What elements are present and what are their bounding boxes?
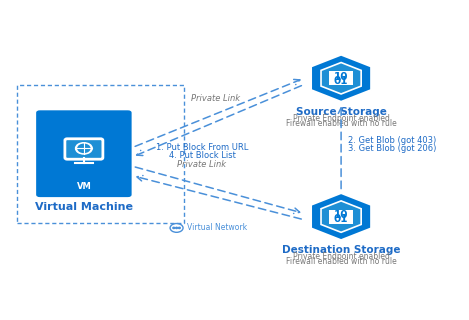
Text: Firewall enabled with no rule: Firewall enabled with no rule: [286, 119, 396, 128]
Text: 1. Put Block From URL: 1. Put Block From URL: [156, 143, 248, 152]
Polygon shape: [321, 62, 361, 94]
Polygon shape: [311, 193, 371, 240]
Circle shape: [76, 143, 92, 154]
Text: Firewall enabled with no rule: Firewall enabled with no rule: [286, 258, 396, 267]
Circle shape: [78, 144, 90, 152]
Text: 10: 10: [334, 72, 348, 82]
Text: 10: 10: [334, 210, 348, 220]
Text: Virtual Machine: Virtual Machine: [35, 203, 133, 212]
Text: Private Endpoint enabled: Private Endpoint enabled: [293, 114, 390, 123]
Polygon shape: [321, 201, 361, 232]
Text: 3. Get Blob (got 206): 3. Get Blob (got 206): [348, 145, 437, 154]
Circle shape: [178, 227, 180, 228]
Text: Private Link: Private Link: [191, 94, 241, 103]
Text: Private Endpoint enabled: Private Endpoint enabled: [293, 252, 390, 261]
FancyBboxPatch shape: [329, 71, 353, 85]
Text: 2. Get Blob (got 403): 2. Get Blob (got 403): [348, 136, 436, 145]
Circle shape: [173, 227, 175, 228]
Text: Virtual Network: Virtual Network: [187, 223, 247, 232]
Text: 01: 01: [334, 214, 348, 224]
Text: Source Storage: Source Storage: [295, 107, 386, 116]
Text: 01: 01: [334, 76, 348, 86]
Text: Destination Storage: Destination Storage: [282, 245, 401, 255]
Polygon shape: [311, 55, 371, 102]
Text: 4. Put Block List: 4. Put Block List: [169, 151, 235, 160]
Text: VM: VM: [76, 182, 91, 191]
Text: Private Link: Private Link: [177, 160, 227, 169]
FancyBboxPatch shape: [65, 139, 103, 159]
FancyBboxPatch shape: [36, 110, 132, 197]
FancyBboxPatch shape: [329, 210, 353, 223]
Circle shape: [176, 227, 177, 228]
